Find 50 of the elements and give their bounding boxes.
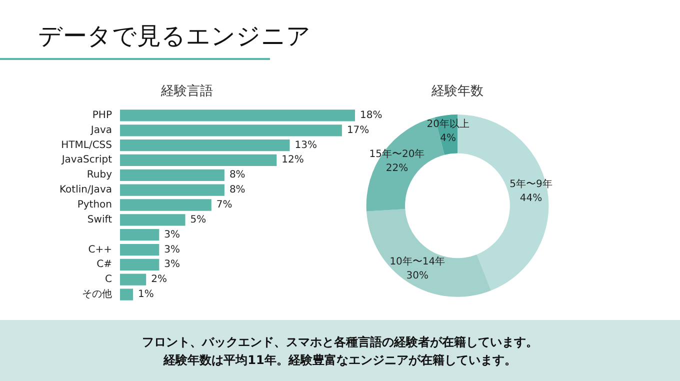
bar xyxy=(120,214,186,226)
bar xyxy=(120,274,146,286)
data-label: 3% xyxy=(164,259,180,270)
y-tick-label: PHP xyxy=(92,110,112,121)
data-label: 30% xyxy=(406,270,429,282)
data-label: 1% xyxy=(138,289,154,300)
data-label: 13% xyxy=(294,140,317,151)
data-label: 8% xyxy=(229,184,246,196)
bar xyxy=(120,184,224,196)
slice-label: 15年〜20年 xyxy=(369,148,425,160)
y-tick-label: C# xyxy=(96,259,112,270)
y-tick-label: C++ xyxy=(88,244,112,256)
bar xyxy=(120,199,212,211)
y-tick-label: Java xyxy=(90,124,112,136)
bar xyxy=(120,154,277,166)
chart-title: 経験年数 xyxy=(430,84,484,99)
data-label: 3% xyxy=(164,244,180,256)
text: データで見るエンジニア xyxy=(38,21,311,52)
data-label: 4% xyxy=(440,132,456,144)
text: 経験年数は平均11年。経験豊富なエンジニアが在籍しています。 xyxy=(164,352,516,368)
y-tick-label: Kotlin/Java xyxy=(60,184,112,196)
bar xyxy=(120,139,290,152)
slice-label: 10年〜14年 xyxy=(390,255,446,268)
y-tick-label: C xyxy=(105,274,112,286)
chart-title: 経験言語 xyxy=(160,83,213,99)
y-tick-label: Swift xyxy=(87,214,112,226)
bar xyxy=(120,110,355,122)
y-tick-label: Python xyxy=(77,200,112,210)
data-label: 5% xyxy=(190,214,206,226)
data-label: 22% xyxy=(386,163,408,174)
bar xyxy=(120,124,342,136)
bar xyxy=(120,229,160,241)
bar xyxy=(120,258,160,271)
data-label: 2% xyxy=(151,274,167,286)
y-tick-label: その他 xyxy=(82,288,112,300)
data-label: 17% xyxy=(346,124,370,136)
bar xyxy=(120,288,134,300)
data-label: 44% xyxy=(520,193,542,204)
y-tick-label: HTML/CSS xyxy=(61,140,112,151)
data-label: 3% xyxy=(164,229,180,240)
data-label: 12% xyxy=(282,154,304,166)
data-label: 8% xyxy=(229,170,246,181)
text: フロント、バックエンド、スマホと各種言語の経験者が在籍しています。 xyxy=(142,334,538,350)
bar xyxy=(120,169,224,181)
bar xyxy=(120,244,160,256)
data-label: 18% xyxy=(360,110,382,121)
y-tick-label: JavaScript xyxy=(60,154,112,166)
y-tick-label: Ruby xyxy=(86,170,112,181)
data-label: 7% xyxy=(216,200,232,210)
slice-label: 5年〜9年 xyxy=(510,178,552,190)
